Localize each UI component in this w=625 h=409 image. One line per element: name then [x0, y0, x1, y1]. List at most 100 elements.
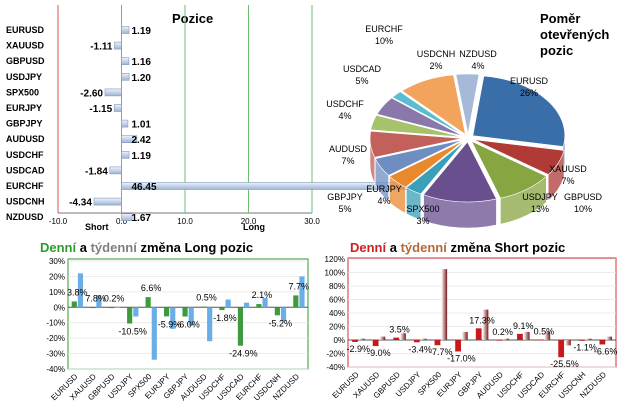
- daily-change-bar: [475, 328, 482, 340]
- pie-slice-value: 10%: [574, 204, 592, 214]
- daily-change-bar: [434, 340, 441, 346]
- pie-slice-label: GBPJPY: [327, 192, 363, 202]
- daily-change-bar: [558, 340, 565, 358]
- weekly-change-bar: [585, 338, 592, 340]
- daily-change-bar: [127, 307, 133, 324]
- weekly-change-bar: [188, 307, 194, 326]
- y-tick-label: 20%: [49, 272, 65, 281]
- pie-slice-value: 4%: [377, 196, 390, 206]
- daily-change-bar: [393, 337, 400, 340]
- daily-change-bar: [71, 301, 77, 308]
- pie-slice-label: USDCAD: [343, 64, 382, 74]
- positions-bar: [121, 151, 130, 159]
- pie-slice-label: USDCHF: [326, 99, 364, 109]
- positions-value-label: -1.15: [89, 104, 112, 115]
- positions-bar: [121, 213, 133, 221]
- pie-slice-value: 5%: [338, 204, 351, 214]
- change-data-label: -1.8%: [213, 313, 237, 323]
- change-data-label: -6.6%: [594, 346, 618, 356]
- positions-bar: [121, 135, 138, 143]
- daily-change-bar: [237, 307, 244, 346]
- daily-change-bar: [164, 307, 170, 317]
- positions-bar: [121, 57, 130, 66]
- short-change-title: Denní a týdenní změna Short pozic: [350, 240, 565, 255]
- positions-category-label: SPX500: [6, 87, 39, 97]
- change-data-label: -6.0%: [176, 320, 200, 330]
- change-data-label: 2.1%: [252, 290, 273, 300]
- change-data-label: 7.8%: [85, 293, 106, 303]
- change-data-label: -3.4%: [408, 344, 432, 354]
- daily-change-bar: [274, 307, 280, 316]
- weekly-change-bar: [544, 331, 551, 340]
- weekly-change-bar: [606, 336, 613, 340]
- positions-value-label: 1.16: [132, 57, 152, 68]
- positions-value-label: 1.19: [132, 151, 152, 162]
- pie-title-line-2: otevřených: [540, 27, 609, 42]
- weekly-change-bar: [170, 307, 176, 329]
- positions-bar: [93, 197, 122, 206]
- daily-change-bar: [352, 340, 358, 342]
- daily-change-bar: [599, 340, 606, 345]
- positions-category-label: GBPJPY: [6, 119, 43, 129]
- positions-x-tick: 30.0: [304, 217, 320, 226]
- weekly-change-bar: [133, 307, 139, 317]
- y-tick-label: 10%: [49, 288, 65, 297]
- pie-slice-value: 7%: [561, 176, 574, 186]
- pie-slice: [369, 130, 463, 158]
- positions-value-label: 1.01: [132, 120, 152, 131]
- pie-slice-label: AUDUSD: [329, 144, 368, 154]
- change-data-label: 0.2%: [104, 293, 125, 303]
- ratio-pie-chart: EURUSD 26% XAUUSD 7% GBPUSD 10% USDJPY 13% SPX50…: [326, 11, 609, 229]
- positions-x-tick: -10.0: [49, 217, 68, 226]
- daily-change-bar: [200, 306, 207, 308]
- y-tick-label: 80%: [329, 282, 345, 291]
- long-change-chart: Denní a týdenní změna Long pozic 30% 20% 1…: [40, 240, 309, 403]
- weekly-change-bar: [523, 331, 530, 340]
- title-part: a: [76, 240, 90, 255]
- positions-value-label: 1.19: [132, 26, 152, 37]
- positions-category-label: GBPUSD: [6, 56, 45, 66]
- pie-slice-value: 26%: [520, 88, 538, 98]
- change-data-label: -24.9%: [229, 349, 258, 359]
- daily-change-bar: [182, 307, 188, 317]
- y-tick-label: 100%: [325, 269, 345, 278]
- positions-title: Pozice: [172, 11, 213, 26]
- positions-value-label: 1.20: [132, 73, 152, 84]
- daily-change-bar: [108, 307, 114, 309]
- pie-title-line-1: Poměr: [540, 11, 580, 26]
- positions-bar: [109, 166, 122, 175]
- daily-change-bar: [455, 340, 461, 352]
- positions-chart: Pozice -10.0 0.0 10.0 20.0 30.0 EURUSD 1.19 XA…: [6, 5, 417, 232]
- pie-slice-label: USDJPY: [522, 192, 558, 202]
- pie-slice: [388, 140, 464, 188]
- pie-slice-label: XAUUSD: [549, 164, 587, 174]
- weekly-change-bar: [503, 338, 509, 340]
- change-data-label: 17.3%: [469, 315, 495, 325]
- pie-slice-label: EURJPY: [366, 184, 402, 194]
- pie-slice: [391, 91, 464, 136]
- weekly-change-bar: [565, 340, 571, 346]
- title-part: Denní: [350, 240, 387, 255]
- y-tick-label: -40%: [46, 365, 65, 374]
- positions-x-tick: 10.0: [177, 217, 193, 226]
- title-part: Denní: [40, 240, 77, 255]
- weekly-change-bar: [358, 338, 365, 340]
- weekly-change-bar: [441, 269, 448, 340]
- change-data-label: 0.5%: [534, 327, 555, 337]
- pie-slice-value: 4%: [338, 111, 351, 121]
- long-annotation: Long: [243, 222, 265, 232]
- short-annotation: Short: [85, 222, 109, 232]
- positions-category-label: USDCNH: [6, 197, 45, 207]
- change-data-label: -5.9%: [158, 319, 182, 329]
- daily-change-bar: [90, 307, 96, 309]
- weekly-change-bar: [244, 302, 250, 308]
- daily-change-bar: [496, 339, 503, 341]
- positions-bar: [121, 26, 130, 34]
- y-tick-label: 60%: [329, 296, 345, 305]
- change-data-label: 3.8%: [67, 287, 88, 297]
- pie-slice: [370, 114, 463, 138]
- weekly-change-bar: [420, 338, 427, 340]
- weekly-change-bar: [262, 298, 268, 308]
- pie-slice-label: NZDUSD: [459, 49, 497, 59]
